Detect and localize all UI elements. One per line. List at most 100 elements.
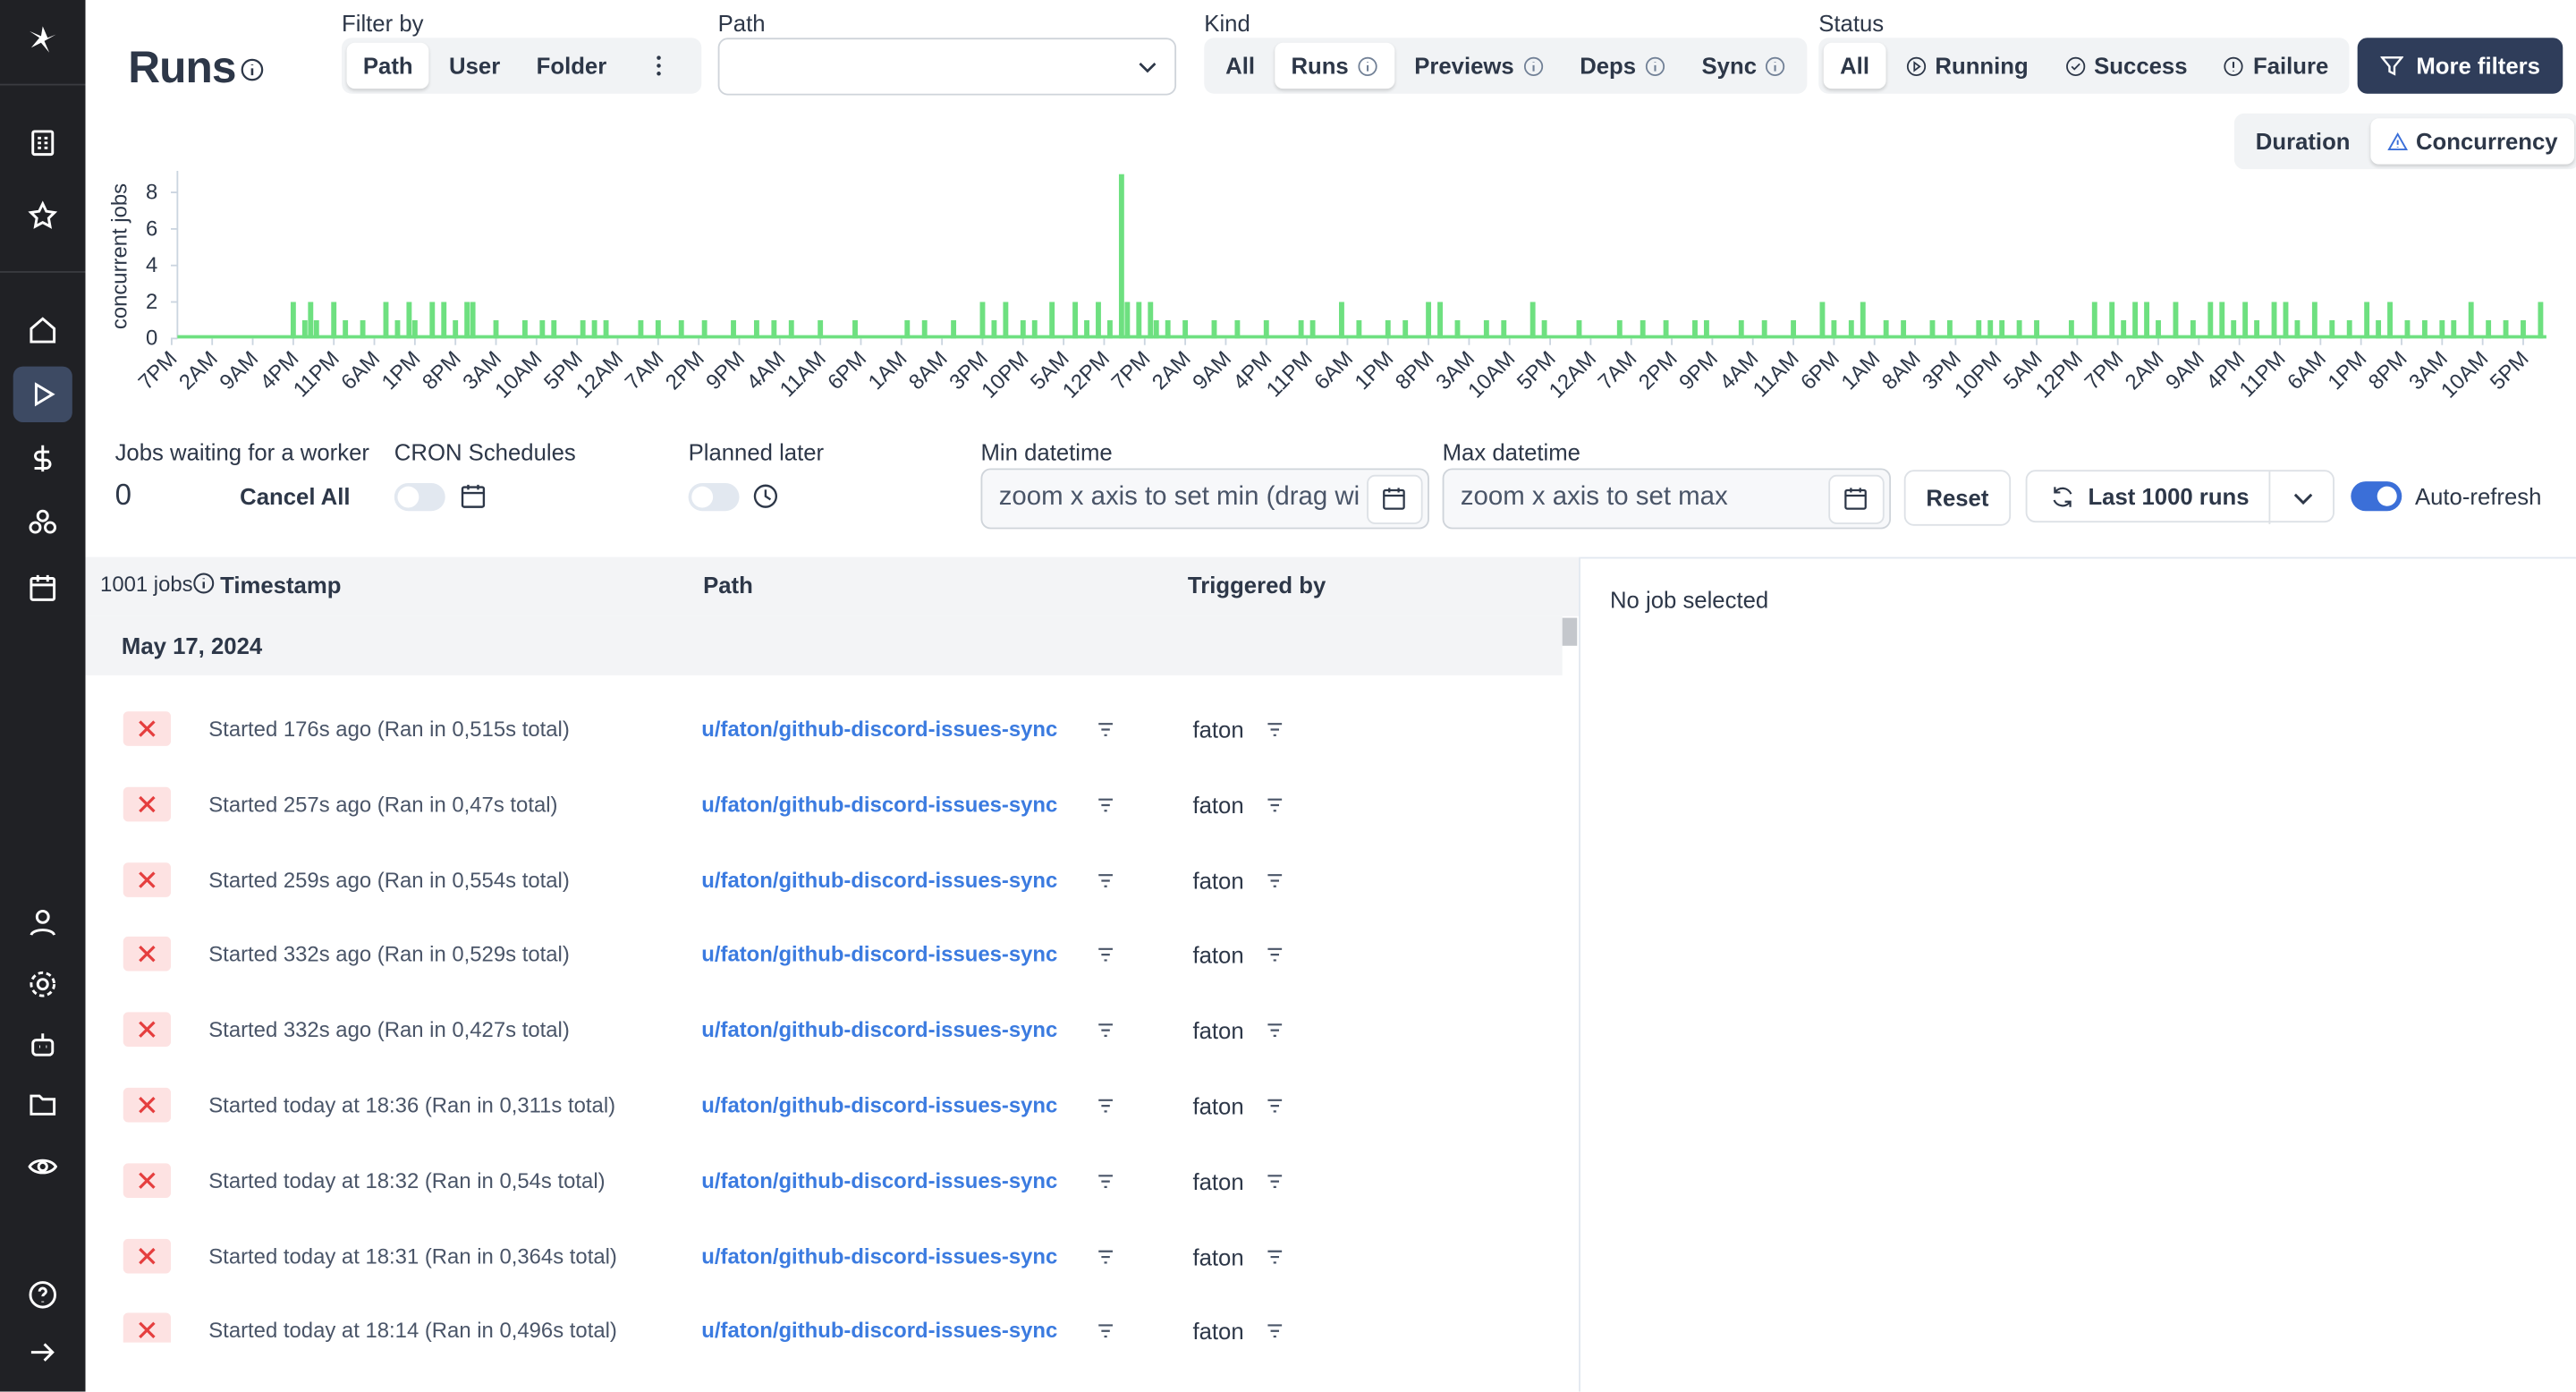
filter-icon[interactable]: [1265, 1021, 1284, 1040]
filter-icon[interactable]: [1265, 795, 1284, 815]
calendar-button[interactable]: [1828, 474, 1885, 524]
bar: [921, 319, 928, 339]
job-path[interactable]: u/faton/github-discord-issues-sync: [701, 716, 1058, 742]
last-runs-button[interactable]: Last 1000 runs: [2025, 470, 2334, 524]
option-pill[interactable]: Success: [2048, 43, 2204, 89]
option-pill[interactable]: Sync: [1685, 43, 1802, 89]
nav-icon[interactable]: [28, 573, 57, 603]
bar: [991, 319, 997, 339]
job-path[interactable]: u/faton/github-discord-issues-sync: [701, 1092, 1058, 1117]
toggle-on[interactable]: [2351, 481, 2402, 512]
nav-icon[interactable]: [28, 316, 57, 345]
filter-icon[interactable]: [1096, 1021, 1115, 1040]
calendar-icon[interactable]: [460, 483, 486, 509]
clock-icon[interactable]: [752, 483, 778, 509]
x-tick-label: 6PM: [1796, 346, 1844, 395]
job-row[interactable]: Started 176s ago (Ran in 0,515s total) u/…: [86, 692, 1563, 767]
nav-icon[interactable]: [28, 1337, 57, 1367]
kebab-menu[interactable]: [640, 43, 679, 89]
job-row[interactable]: Started 257s ago (Ran in 0,47s total) u/f…: [86, 767, 1563, 842]
job-row[interactable]: Started 259s ago (Ran in 0,554s total) u/…: [86, 842, 1563, 917]
nav-icon[interactable]: [28, 379, 57, 409]
bar: [731, 319, 736, 339]
calendar-button[interactable]: [1367, 474, 1423, 524]
info-icon[interactable]: [240, 57, 265, 82]
cancel-all-button[interactable]: Cancel All: [240, 482, 351, 510]
job-row[interactable]: Started 332s ago (Ran in 0,529s total) u/…: [86, 918, 1563, 993]
filter-icon[interactable]: [1096, 1246, 1115, 1266]
bar: [2329, 319, 2335, 339]
path-select[interactable]: [717, 38, 1177, 96]
option-pill[interactable]: User: [433, 43, 517, 89]
toggle[interactable]: [394, 482, 445, 512]
filter-icon[interactable]: [1265, 1246, 1284, 1266]
info-icon[interactable]: [192, 572, 216, 595]
job-path[interactable]: u/faton/github-discord-issues-sync: [701, 1318, 1058, 1343]
filter-icon[interactable]: [1265, 1171, 1284, 1191]
bar: [580, 319, 586, 339]
job-row[interactable]: Started today at 18:31 (Ran in 0,364s to…: [86, 1218, 1563, 1294]
option-pill[interactable]: Previews: [1398, 43, 1560, 89]
job-row[interactable]: Started today at 18:14 (Ran in 0,496s to…: [86, 1294, 1563, 1343]
option-pill[interactable]: Deps: [1563, 43, 1682, 89]
filter-icon[interactable]: [1096, 1096, 1115, 1116]
filter-icon[interactable]: [1096, 870, 1115, 890]
filter-by-group: Path User Folder: [342, 38, 702, 94]
option-text: Failure: [2253, 52, 2329, 80]
bar: [1148, 301, 1154, 339]
nav-icon[interactable]: [28, 970, 57, 999]
more-filters-button[interactable]: More filters: [2357, 38, 2563, 94]
bar: [2034, 319, 2039, 339]
nav-icon[interactable]: [28, 1031, 57, 1060]
bar: [1211, 319, 1217, 339]
filter-icon[interactable]: [1096, 1171, 1115, 1191]
bar: [2404, 319, 2411, 339]
job-path[interactable]: u/faton/github-discord-issues-sync: [701, 942, 1058, 967]
filter-icon[interactable]: [1096, 1321, 1115, 1341]
filter-icon[interactable]: [1096, 719, 1115, 739]
option-pill[interactable]: Path: [346, 42, 430, 89]
nav-icon[interactable]: [28, 128, 57, 157]
bar: [2271, 301, 2277, 339]
nav-icon[interactable]: [28, 1280, 57, 1310]
job-path[interactable]: u/faton/github-discord-issues-sync: [701, 867, 1058, 892]
max-datetime-input[interactable]: zoom x axis to set max: [1442, 468, 1892, 530]
triggered-by: faton: [1192, 1243, 1244, 1270]
option-pill[interactable]: Duration: [2239, 118, 2366, 164]
option-pill[interactable]: Failure: [2207, 43, 2345, 89]
filter-icon[interactable]: [1096, 946, 1115, 965]
nav-icon[interactable]: [28, 1152, 58, 1182]
option-pill[interactable]: All: [1209, 43, 1272, 89]
filter-icon[interactable]: [1265, 870, 1284, 890]
filter-icon[interactable]: [1096, 795, 1115, 815]
nav-icon[interactable]: [28, 444, 57, 473]
job-path[interactable]: u/faton/github-discord-issues-sync: [701, 1167, 1058, 1193]
option-pill[interactable]: Running: [1889, 43, 2045, 89]
filter-icon[interactable]: [1265, 719, 1284, 739]
job-path[interactable]: u/faton/github-discord-issues-sync: [701, 1243, 1058, 1269]
job-path[interactable]: u/faton/github-discord-issues-sync: [701, 1017, 1058, 1042]
chevron[interactable]: [2292, 487, 2315, 510]
job-row[interactable]: Started today at 18:36 (Ran in 0,311s to…: [86, 1068, 1563, 1143]
filter-icon[interactable]: [1265, 1321, 1284, 1341]
nav-icon[interactable]: [28, 1090, 57, 1119]
filter-icon[interactable]: [1265, 946, 1284, 965]
nav-icon[interactable]: [28, 907, 57, 937]
min-datetime-input[interactable]: zoom x axis to set min (drag wi: [980, 468, 1429, 530]
failure-badge: [123, 862, 172, 897]
filter-icon[interactable]: [1265, 1096, 1284, 1116]
option-pill[interactable]: All: [1823, 42, 1886, 89]
reset-button[interactable]: Reset: [1903, 470, 2012, 526]
nav-icon[interactable]: [28, 200, 58, 230]
triggered-by: faton: [1192, 1017, 1244, 1044]
option-pill[interactable]: Folder: [520, 43, 623, 89]
toggle[interactable]: [688, 482, 740, 512]
bar: [1003, 301, 1009, 339]
job-row[interactable]: Started today at 18:32 (Ran in 0,54s tot…: [86, 1143, 1563, 1218]
job-row[interactable]: Started 332s ago (Ran in 0,427s total) u/…: [86, 993, 1563, 1068]
job-path[interactable]: u/faton/github-discord-issues-sync: [701, 791, 1058, 817]
option-pill[interactable]: Runs: [1275, 42, 1395, 89]
nav-icon[interactable]: [28, 508, 57, 538]
option-pill[interactable]: Concurrency: [2369, 118, 2574, 165]
scrollbar-thumb[interactable]: [1562, 617, 1578, 646]
